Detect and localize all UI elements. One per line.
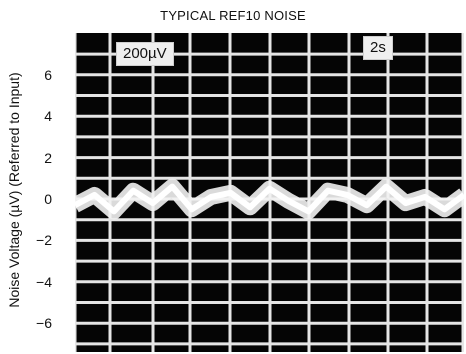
y-tick-label: 0 — [44, 191, 52, 207]
oscilloscope-screen — [75, 33, 464, 352]
noise-trace — [75, 183, 464, 215]
time-per-div-label: 2s — [363, 36, 393, 60]
y-tick-label: 4 — [44, 108, 52, 125]
y-tick-label: 6 — [44, 66, 52, 83]
grid — [75, 33, 464, 352]
y-tick-label: −2 — [36, 232, 52, 249]
chart-title: TYPICAL REF10 NOISE — [160, 8, 306, 23]
y-ticks: 6 4 2 0 −2 −4 −6 — [0, 0, 60, 354]
y-tick-label: −6 — [36, 315, 52, 332]
y-tick-label: 2 — [44, 149, 52, 166]
y-tick-label: −4 — [36, 273, 52, 290]
volts-per-div-label: 200µV — [116, 42, 174, 66]
